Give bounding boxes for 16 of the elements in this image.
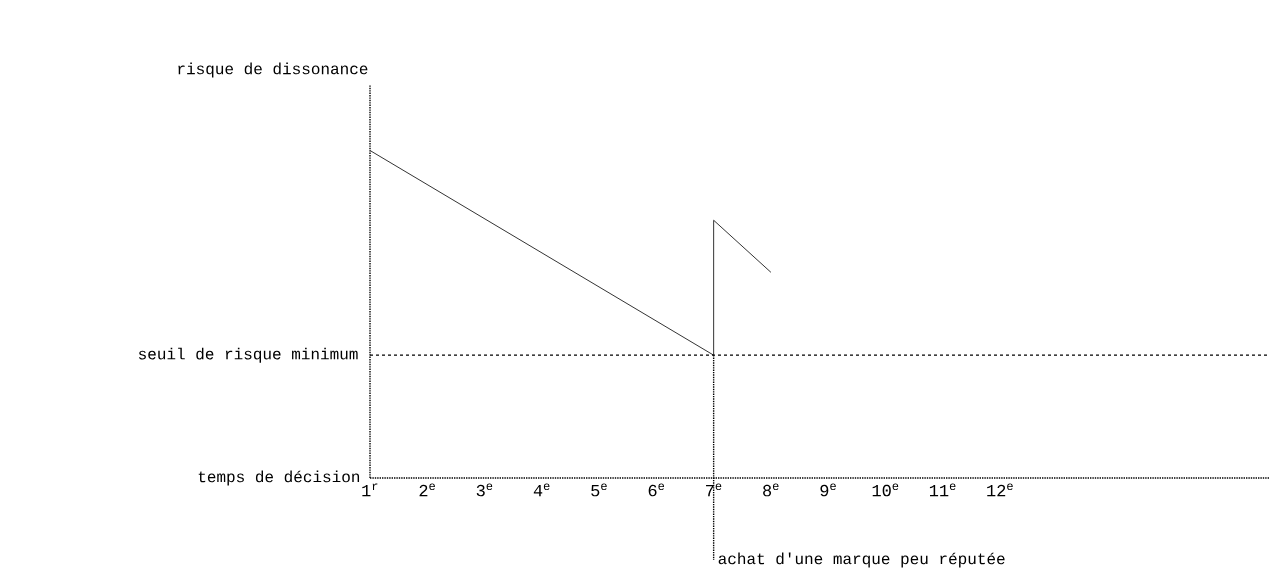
x-tick-label: 6$^{e}$	[648, 483, 664, 497]
x-tick-label: 3$^{e}$	[476, 483, 493, 497]
x-tick-label: 5$^{e}$	[591, 483, 607, 497]
x-tick-label: 8$^{e}$	[763, 483, 779, 497]
x-tick-label: 11$^{e}$	[929, 483, 956, 497]
x-tick-label: 1$^{r}$	[362, 483, 378, 497]
x-tick-label: 9$^{e}$	[820, 483, 836, 497]
x-axis-title: temps de décision	[198, 470, 360, 486]
x-tick-label: 12$^{e}$	[987, 483, 1013, 497]
ref-line-label: achat d'une marque peu réputée	[718, 552, 1005, 568]
x-tick-label: 10$^{e}$	[872, 483, 899, 497]
x-tick-label: 4$^{e}$	[533, 483, 550, 497]
y-axis-title: risque de dissonance	[178, 62, 368, 78]
ref-line-label: seuil de risque minimum	[138, 347, 358, 363]
x-tick-label: 7$^{e}$	[706, 483, 722, 497]
x-tick-label: 2$^{e}$	[419, 483, 435, 497]
